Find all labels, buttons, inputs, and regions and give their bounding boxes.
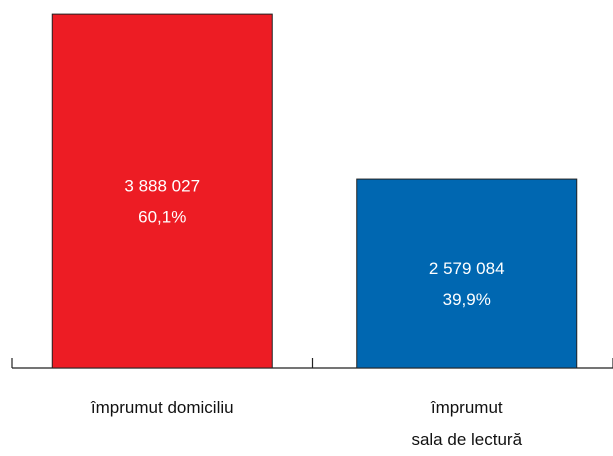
bar	[356, 178, 578, 369]
percentage-label: 39,9%	[443, 290, 491, 309]
bar	[51, 13, 273, 369]
x-tick-label: împrumut domiciliu	[90, 398, 234, 417]
percentage-label: 60,1%	[138, 208, 186, 227]
x-tick-label: împrumut sala de lectură	[411, 398, 523, 449]
value-label: 2 579 084	[429, 259, 505, 278]
value-label: 3 888 027	[124, 177, 200, 196]
